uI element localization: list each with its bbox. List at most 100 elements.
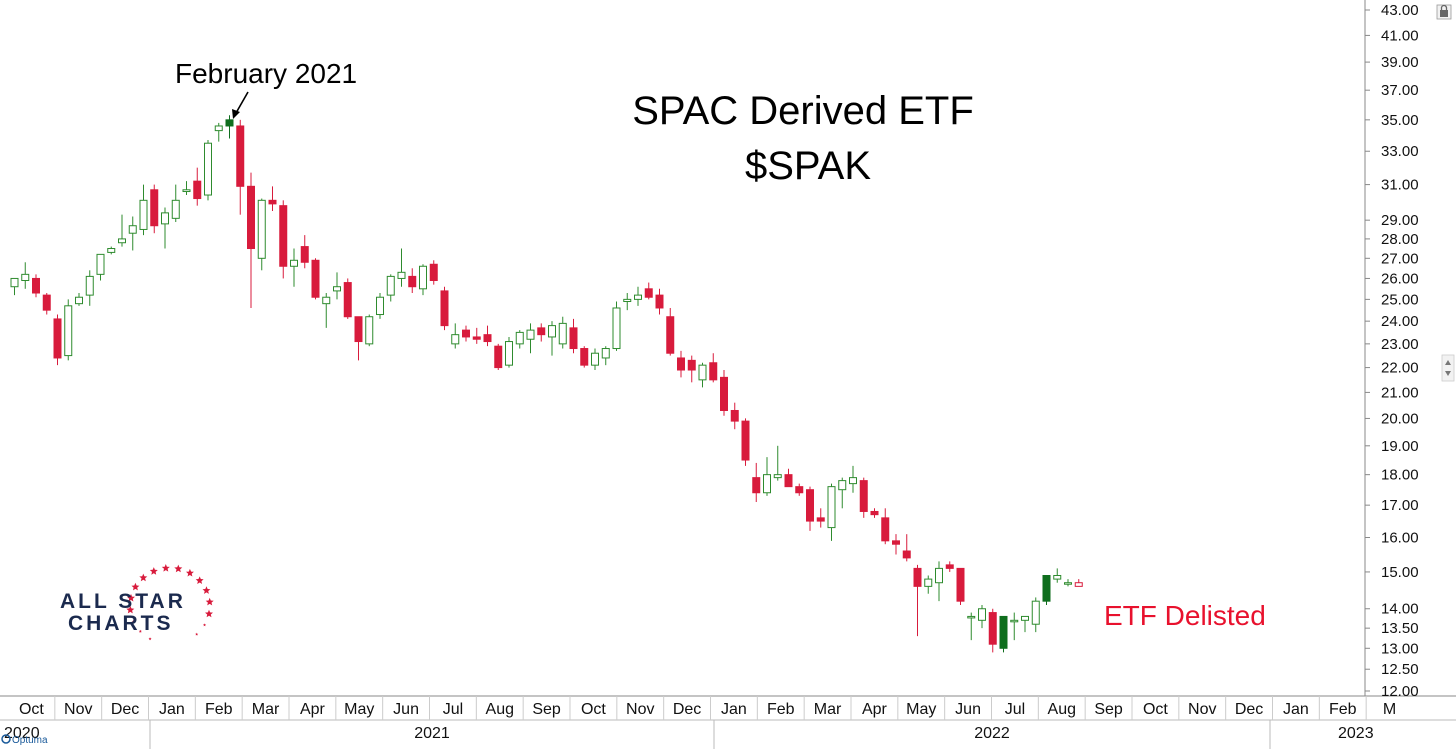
candle-body [161, 212, 169, 225]
candle [709, 353, 718, 383]
candle-body [75, 296, 83, 305]
optuma-logo-icon [1, 734, 11, 744]
candle [591, 348, 599, 371]
candle [623, 293, 632, 311]
candle-body [268, 199, 277, 205]
candle-body [902, 550, 911, 559]
y-tick-label: 16.00 [1381, 529, 1419, 546]
logo-star-icon [126, 605, 135, 614]
candle-body [741, 420, 750, 461]
year-label: 2020 [4, 725, 40, 742]
logo-star-icon [138, 629, 142, 633]
candle [913, 564, 922, 637]
logo-star-icon [203, 623, 207, 627]
month-label: Feb [1329, 701, 1357, 718]
candle-body [472, 336, 481, 340]
candle [1074, 579, 1083, 587]
candle [322, 293, 331, 328]
candle-body [892, 540, 900, 545]
candle-body [913, 567, 922, 587]
logo-star-icon [148, 637, 152, 641]
candle-body [730, 409, 739, 422]
candle [161, 207, 169, 249]
candle [601, 346, 610, 366]
candle [1042, 575, 1051, 605]
candle [225, 115, 234, 139]
candle [193, 167, 202, 206]
scroll-handle-icon[interactable] [1441, 354, 1455, 382]
candle-body [816, 517, 825, 522]
candle-body [591, 352, 599, 366]
candle-body [612, 307, 621, 350]
candle-body [666, 316, 675, 354]
month-label: Dec [673, 701, 701, 718]
month-label: M [1383, 701, 1396, 718]
candle-body [257, 199, 266, 259]
x-axis-ticks: Oct Nov Dec Jan Feb Mar Apr May Jun Jul Aug Sep Oct N… [19, 696, 1396, 720]
logo-star-icon [149, 567, 158, 575]
candle-body [967, 615, 976, 619]
month-label: Feb [767, 701, 795, 718]
candle [300, 235, 309, 269]
candle [139, 184, 148, 236]
candle [1053, 568, 1062, 583]
candle [515, 330, 524, 349]
candle-body [494, 345, 503, 369]
month-label: Sep [1094, 701, 1123, 718]
candle [892, 534, 900, 555]
candle-body [483, 334, 492, 343]
logo-star-icon [131, 582, 140, 591]
month-label: Oct [1143, 701, 1168, 718]
candle-body [311, 259, 320, 298]
y-axis-ticks: 43.00 41.00 39.00 37.00 35.00 33.00 31.00 29.00… [1365, 2, 1419, 700]
candle [859, 477, 868, 518]
candle-body [1053, 575, 1062, 580]
candle [204, 140, 212, 201]
logo-star-icon [132, 619, 136, 623]
candle-body [505, 341, 513, 366]
candle [806, 486, 814, 531]
candle-body [838, 480, 847, 491]
y-tick-label: 12.00 [1381, 683, 1419, 700]
candle [827, 483, 836, 541]
candle [118, 214, 126, 247]
candle [171, 184, 180, 223]
candle-body [720, 376, 728, 411]
y-tick-label: 43.00 [1381, 2, 1419, 19]
candle-body [709, 362, 718, 381]
candle-body [698, 364, 707, 381]
month-label: Jul [443, 701, 463, 718]
candle-body [85, 275, 94, 296]
y-tick-label: 23.00 [1381, 336, 1419, 353]
y-tick-label: 24.00 [1381, 313, 1419, 330]
candle-body [526, 329, 535, 340]
candle-body [655, 294, 664, 309]
candle-body [182, 189, 191, 193]
candle [924, 575, 933, 594]
logo: ALL STAR CHARTS [60, 564, 214, 641]
candle [730, 402, 739, 430]
lock-icon[interactable] [1436, 4, 1452, 20]
candle-body [322, 296, 331, 305]
candle [333, 272, 341, 300]
candle [257, 198, 266, 271]
candle [763, 457, 771, 496]
y-tick-label: 29.00 [1381, 212, 1419, 229]
candle [408, 268, 417, 294]
candle-body [752, 477, 761, 494]
candle-body [354, 316, 363, 343]
y-tick-label: 13.00 [1381, 640, 1419, 657]
month-label: Feb [205, 701, 233, 718]
y-tick-label: 21.00 [1381, 384, 1419, 401]
month-label: Nov [64, 701, 92, 718]
candle-body [945, 564, 954, 569]
candle-body [677, 357, 685, 371]
y-tick-label: 15.00 [1381, 564, 1419, 581]
candle-body [42, 294, 51, 311]
candle [849, 465, 857, 493]
peak-annotation: February 2021 [175, 58, 357, 89]
candle-body [107, 248, 116, 253]
candle-body [214, 125, 223, 132]
candle-body [795, 486, 804, 494]
logo-line1: ALL STAR [60, 590, 186, 613]
